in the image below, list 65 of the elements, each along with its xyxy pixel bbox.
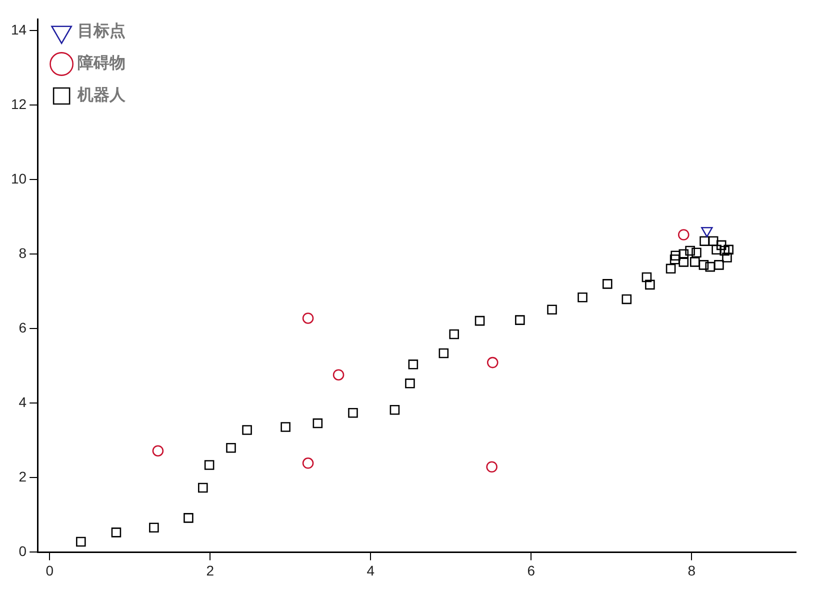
point	[332, 369, 344, 380]
point	[705, 262, 716, 272]
point	[390, 404, 400, 415]
point	[312, 418, 323, 428]
point	[242, 425, 252, 435]
point	[720, 246, 730, 256]
point	[678, 229, 690, 240]
y-tick-label: 14	[10, 21, 27, 38]
point	[438, 348, 449, 358]
y-tick-label: 8	[18, 244, 27, 261]
legend-label: 机器人	[76, 85, 127, 104]
point	[678, 257, 689, 267]
point	[642, 272, 652, 282]
point	[645, 280, 655, 290]
point	[666, 264, 676, 274]
point	[716, 240, 726, 250]
point	[700, 236, 710, 246]
point	[714, 260, 724, 270]
point	[622, 294, 632, 304]
point	[708, 236, 718, 246]
y-tick-label: 12	[10, 96, 27, 112]
point	[486, 356, 498, 368]
point	[578, 292, 588, 302]
x-tick-label: 6	[527, 562, 536, 578]
point	[685, 246, 695, 256]
point	[152, 445, 164, 457]
point	[204, 460, 214, 470]
point	[348, 408, 358, 418]
point	[670, 254, 680, 264]
x-tick-label: 0	[46, 562, 54, 578]
y-tick-label: 10	[10, 170, 27, 186]
point	[111, 528, 122, 538]
x-tick-label: 8	[688, 562, 696, 578]
point	[198, 482, 208, 493]
point	[690, 257, 700, 267]
point	[408, 360, 418, 370]
point	[712, 244, 722, 255]
point	[602, 279, 612, 289]
point	[722, 252, 732, 262]
point	[449, 329, 459, 340]
x-tick-label: 2	[206, 562, 214, 578]
point	[692, 248, 702, 258]
point	[486, 461, 498, 473]
point	[405, 378, 415, 388]
y-tick-label: 6	[18, 320, 27, 336]
x-tick-label: 4	[366, 562, 375, 578]
point	[515, 315, 525, 325]
legend-label: 障碍物	[78, 53, 126, 72]
point	[670, 250, 681, 261]
point	[678, 249, 689, 260]
point	[76, 536, 86, 547]
point	[226, 442, 236, 453]
point	[474, 316, 485, 326]
point	[547, 304, 557, 315]
point	[724, 244, 734, 255]
point	[698, 260, 709, 270]
legend-label: 目标点	[78, 21, 126, 40]
y-tick-label: 0	[18, 543, 27, 560]
point	[280, 422, 290, 432]
y-tick-label: 2	[18, 468, 27, 485]
point	[302, 312, 314, 324]
point	[149, 522, 159, 532]
point	[184, 513, 194, 523]
y-tick-label: 4	[18, 394, 27, 410]
point	[302, 458, 314, 469]
